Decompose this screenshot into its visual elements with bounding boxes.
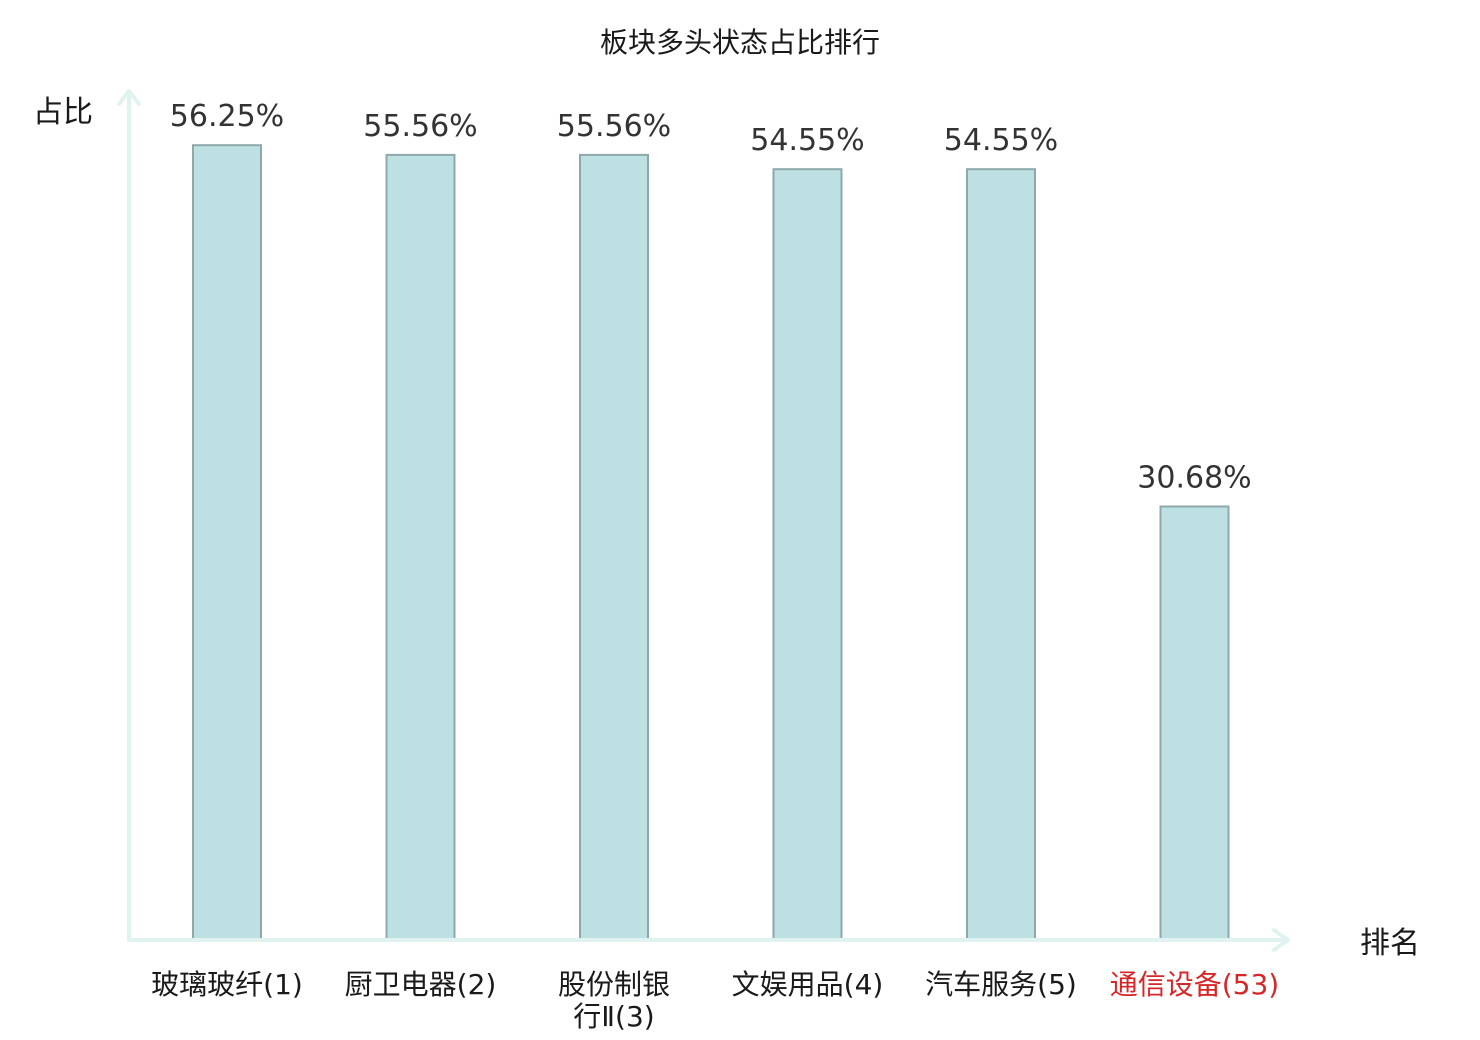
- value-label-5: 54.55%: [944, 123, 1058, 158]
- category-label-line: 厨卫电器(2): [345, 968, 497, 1001]
- bar-1: [192, 144, 262, 941]
- value-labels-group: 56.25% 55.56% 55.56% 54.55% 54.55% 30.68%: [170, 99, 1252, 495]
- bar-2: [385, 153, 456, 941]
- category-label-3: 股份制银行Ⅱ(3): [558, 968, 670, 1033]
- category-label-6: 通信设备(53): [1110, 968, 1279, 1001]
- value-label-1: 56.25%: [170, 99, 284, 134]
- category-label-1: 玻璃玻纤(1): [151, 968, 303, 1001]
- bars-group: [192, 144, 1230, 941]
- bar-6: [1159, 505, 1230, 941]
- category-label-4: 文娱用品(4): [732, 968, 884, 1001]
- value-label-3: 55.56%: [557, 109, 671, 144]
- bar-5: [966, 168, 1036, 941]
- category-label-line: 玻璃玻纤(1): [151, 968, 303, 1001]
- x-axis-label: 排名: [1360, 926, 1420, 961]
- chart-title: 板块多头状态占比排行: [600, 26, 880, 59]
- x-axis-arrow: [1272, 928, 1290, 952]
- y-axis-label: 占比: [33, 95, 93, 130]
- category-label-line: 通信设备(53): [1110, 968, 1279, 1001]
- value-label-4: 54.55%: [750, 123, 864, 158]
- bar-4: [772, 168, 843, 941]
- category-label-line: 股份制银: [558, 968, 670, 1001]
- category-label-2: 厨卫电器(2): [345, 968, 497, 1001]
- category-label-line: 文娱用品(4): [732, 968, 884, 1001]
- category-labels-group: 玻璃玻纤(1) 厨卫电器(2) 股份制银行Ⅱ(3) 文娱用品(4) 汽车服务(5) 通信设…: [151, 968, 1279, 1033]
- y-axis-arrow: [117, 89, 141, 106]
- category-label-line: 行Ⅱ(3): [573, 1000, 654, 1033]
- bar-3: [579, 153, 649, 941]
- category-label-5: 汽车服务(5): [925, 968, 1077, 1001]
- category-label-line: 汽车服务(5): [925, 968, 1077, 1001]
- value-label-6: 30.68%: [1137, 461, 1251, 496]
- value-label-2: 55.56%: [363, 109, 477, 144]
